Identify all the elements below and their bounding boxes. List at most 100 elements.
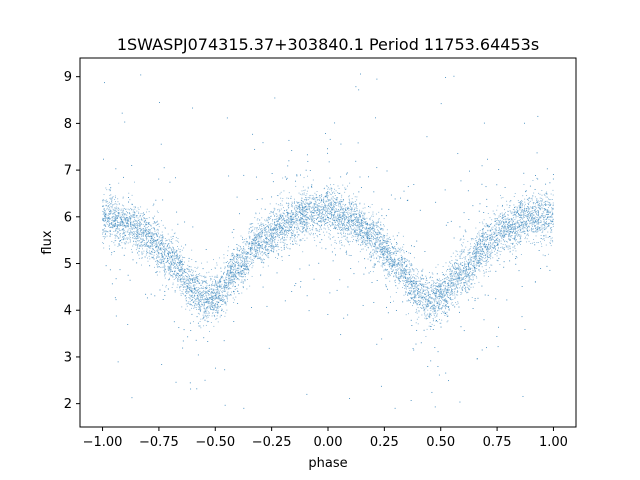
data-point bbox=[494, 224, 495, 226]
data-point bbox=[356, 213, 358, 215]
data-point bbox=[241, 279, 243, 281]
data-point bbox=[212, 292, 214, 294]
data-point bbox=[353, 209, 355, 211]
data-point bbox=[477, 233, 478, 235]
data-point bbox=[481, 256, 483, 258]
data-point bbox=[258, 232, 260, 234]
data-point bbox=[468, 278, 470, 280]
data-point bbox=[103, 220, 105, 221]
data-point bbox=[302, 210, 303, 212]
data-point bbox=[451, 289, 453, 291]
data-point bbox=[482, 239, 484, 241]
data-point bbox=[354, 207, 356, 209]
data-point bbox=[241, 265, 243, 267]
data-point bbox=[512, 208, 514, 210]
data-point bbox=[338, 232, 340, 234]
data-point bbox=[479, 238, 481, 240]
data-point bbox=[534, 228, 536, 229]
data-point bbox=[385, 253, 386, 255]
data-point bbox=[341, 242, 342, 243]
data-point bbox=[463, 250, 464, 252]
data-point bbox=[330, 197, 332, 199]
data-point bbox=[127, 274, 129, 276]
data-point bbox=[366, 228, 368, 230]
data-point bbox=[180, 266, 182, 268]
data-point bbox=[543, 221, 545, 223]
data-point bbox=[221, 275, 223, 277]
data-point bbox=[122, 224, 124, 225]
data-point bbox=[468, 262, 470, 264]
data-point bbox=[480, 243, 481, 245]
data-point bbox=[318, 230, 320, 232]
data-point bbox=[504, 225, 506, 227]
data-point bbox=[157, 239, 159, 240]
data-point bbox=[161, 240, 163, 242]
data-point bbox=[277, 239, 279, 241]
data-point bbox=[243, 251, 245, 253]
data-point bbox=[276, 213, 278, 215]
data-point bbox=[114, 209, 116, 211]
data-point bbox=[107, 225, 109, 227]
data-point bbox=[529, 211, 531, 213]
data-point bbox=[161, 247, 163, 249]
data-point bbox=[443, 312, 445, 314]
data-point bbox=[166, 261, 168, 263]
data-point bbox=[518, 224, 520, 226]
data-point bbox=[338, 188, 340, 190]
data-point bbox=[359, 229, 361, 231]
data-point bbox=[455, 284, 457, 286]
data-point bbox=[368, 176, 369, 178]
data-point bbox=[432, 273, 434, 275]
data-point bbox=[171, 287, 173, 288]
data-point bbox=[404, 268, 406, 270]
data-point bbox=[355, 86, 357, 88]
data-point bbox=[509, 225, 511, 227]
data-point bbox=[264, 219, 266, 221]
data-point bbox=[272, 240, 274, 242]
data-point bbox=[186, 276, 188, 278]
data-point bbox=[169, 258, 171, 260]
data-point bbox=[197, 312, 199, 314]
data-point bbox=[256, 228, 258, 230]
data-point bbox=[397, 277, 399, 279]
data-point bbox=[217, 290, 219, 292]
data-point bbox=[306, 393, 308, 395]
data-point bbox=[187, 336, 189, 338]
data-point bbox=[533, 231, 535, 233]
data-point bbox=[288, 230, 290, 232]
data-point bbox=[219, 297, 221, 299]
data-point bbox=[362, 227, 364, 228]
data-point bbox=[261, 246, 263, 248]
data-point bbox=[413, 303, 415, 304]
data-point bbox=[320, 225, 322, 227]
data-point bbox=[517, 211, 519, 212]
data-point bbox=[200, 310, 201, 312]
data-point bbox=[404, 280, 405, 282]
data-point bbox=[304, 215, 306, 217]
data-point bbox=[460, 270, 461, 272]
data-point bbox=[323, 200, 325, 202]
data-point bbox=[308, 217, 310, 219]
data-point bbox=[204, 311, 206, 313]
data-point bbox=[283, 239, 285, 241]
data-point bbox=[480, 235, 482, 237]
data-point bbox=[454, 265, 456, 267]
data-point bbox=[179, 263, 181, 265]
data-point bbox=[541, 190, 543, 191]
data-point bbox=[431, 391, 433, 393]
data-point bbox=[127, 230, 129, 232]
data-point bbox=[308, 203, 310, 205]
data-point bbox=[353, 214, 355, 215]
data-point bbox=[199, 290, 201, 292]
data-point bbox=[279, 210, 281, 211]
data-point bbox=[121, 233, 123, 235]
data-point bbox=[368, 205, 369, 207]
data-point bbox=[452, 264, 453, 266]
data-point bbox=[355, 207, 357, 209]
data-point bbox=[504, 240, 506, 242]
data-point bbox=[410, 290, 412, 292]
data-point bbox=[232, 265, 234, 267]
data-point bbox=[370, 233, 372, 235]
data-point bbox=[536, 216, 538, 218]
data-point bbox=[136, 231, 138, 233]
